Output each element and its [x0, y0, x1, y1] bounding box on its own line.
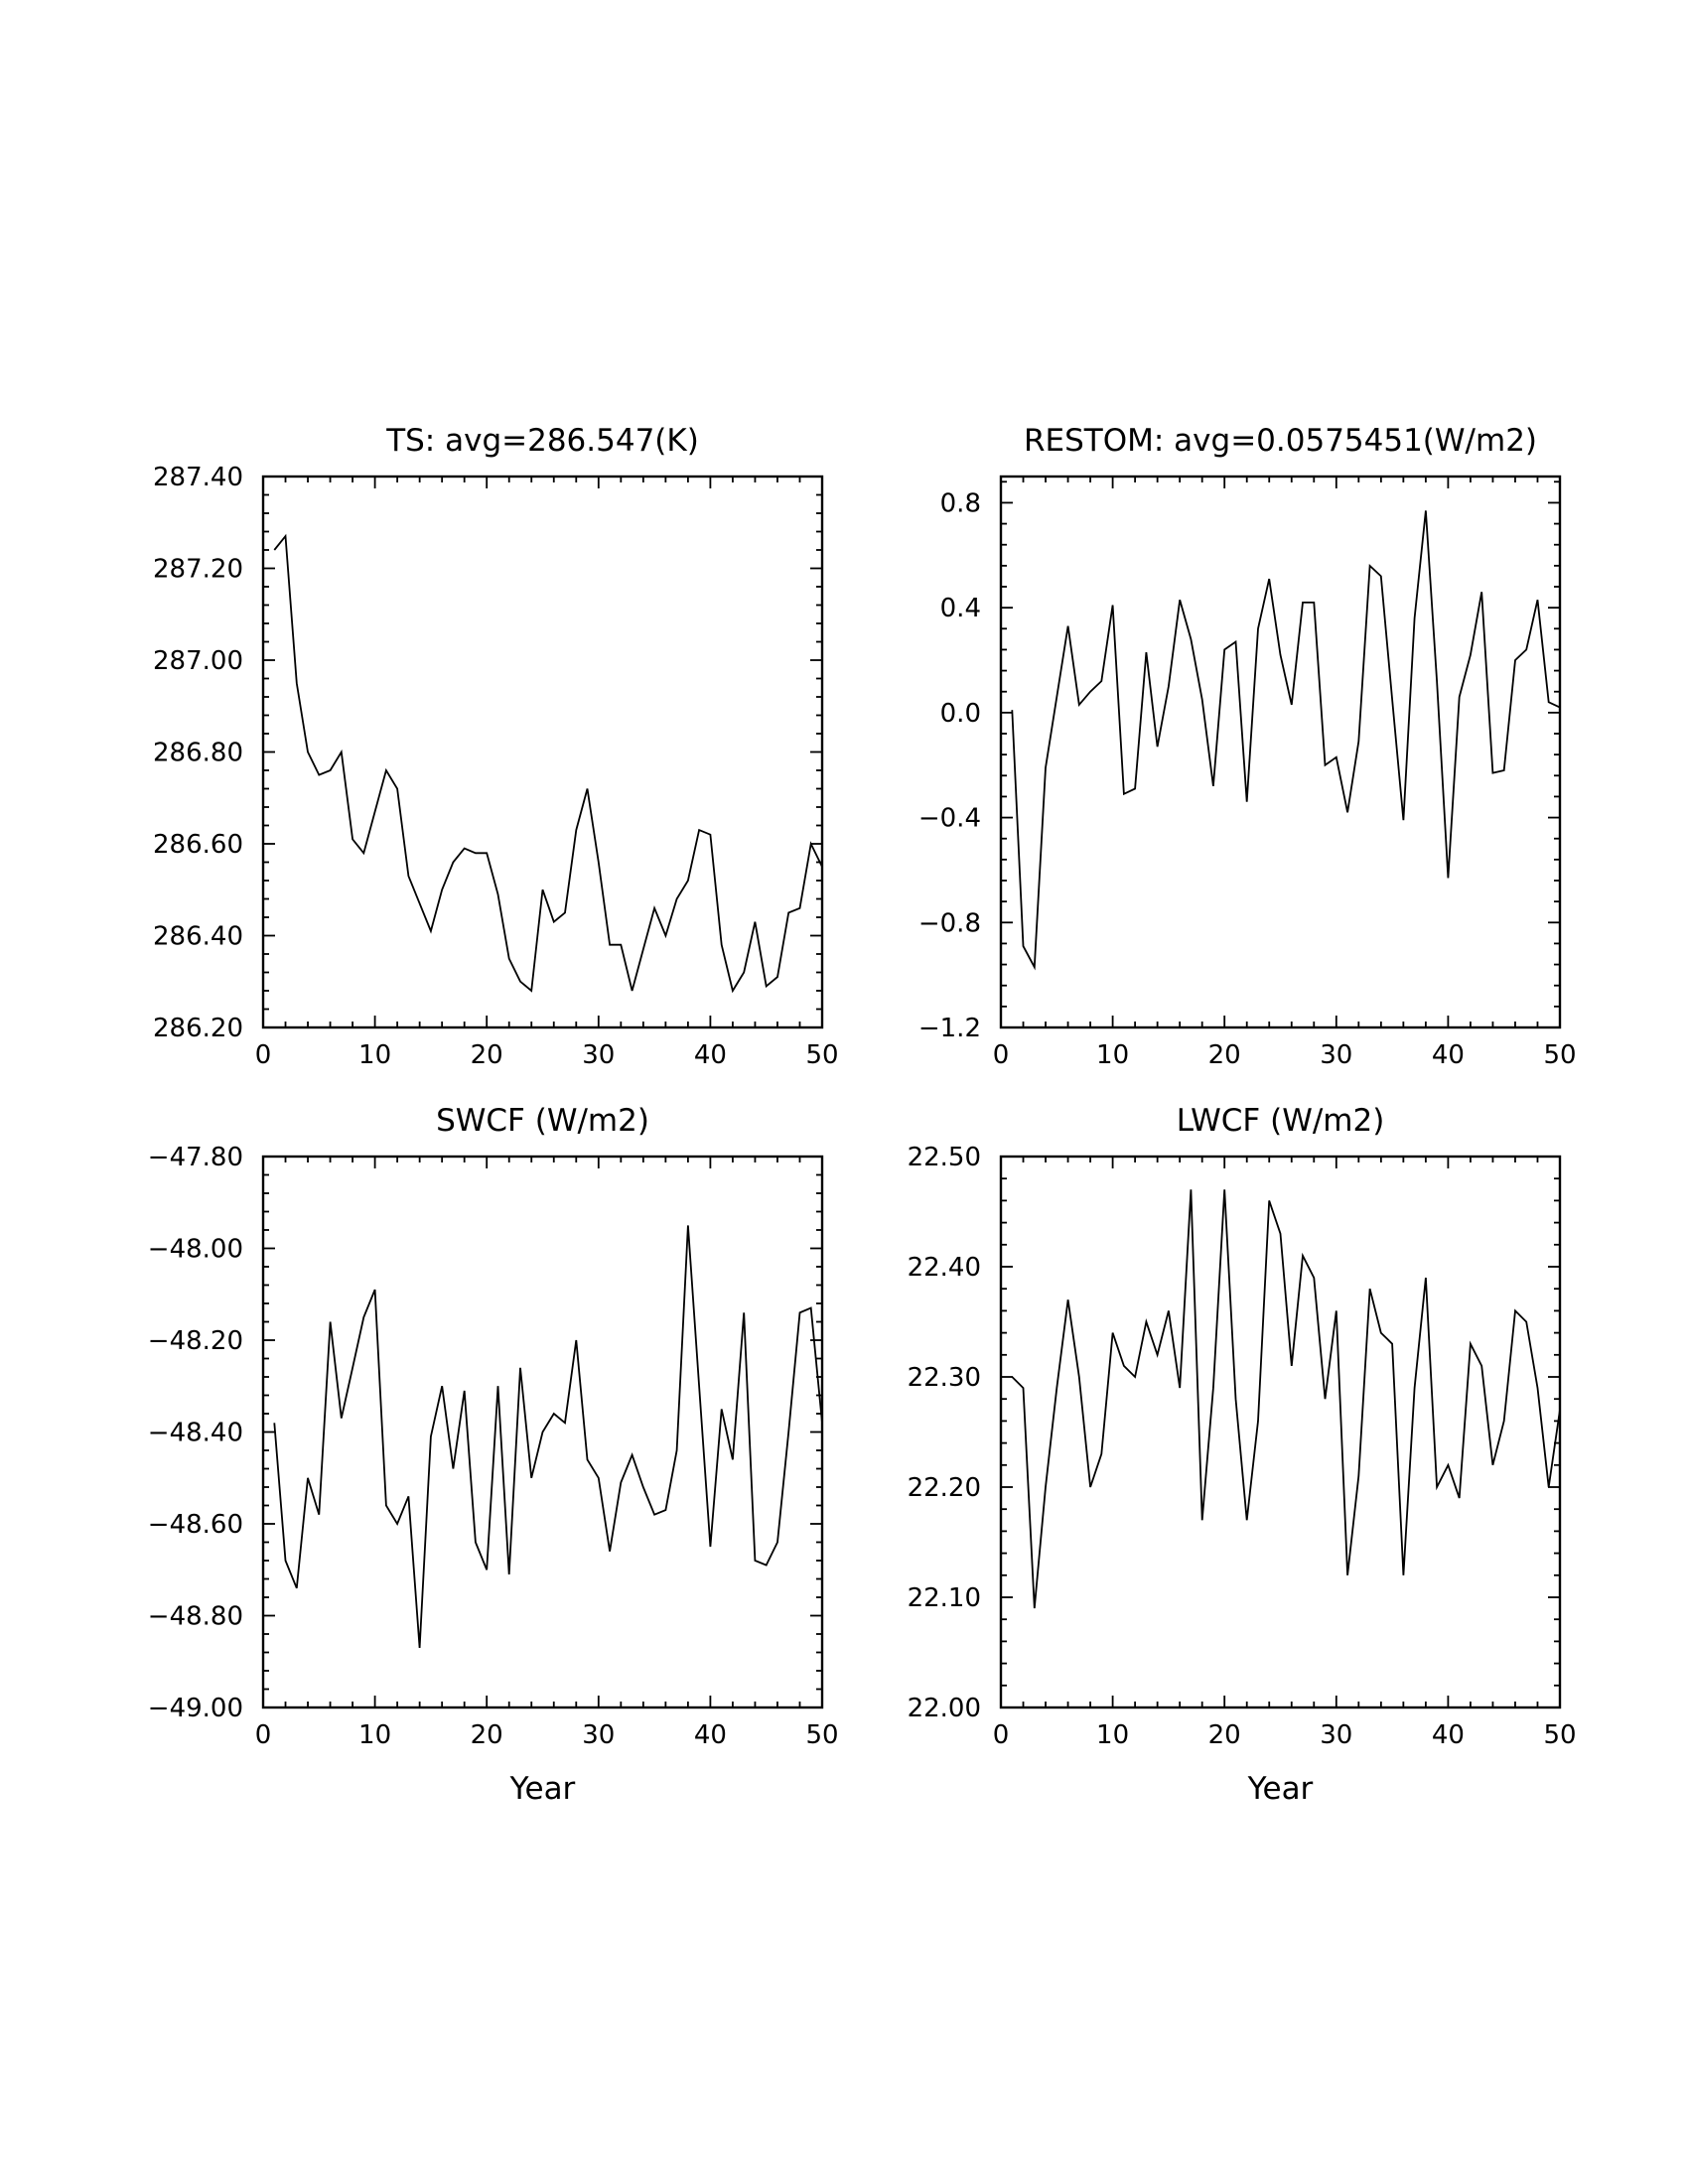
x-tick-label: 20 — [471, 1720, 503, 1750]
y-tick-label: −1.2 — [918, 1014, 981, 1043]
x-axis-label: Year — [509, 1771, 576, 1807]
y-tick-label: 22.10 — [908, 1583, 981, 1613]
x-tick-label: 30 — [582, 1720, 615, 1750]
x-tick-label: 40 — [1432, 1720, 1465, 1750]
x-tick-label: 40 — [694, 1720, 727, 1750]
y-tick-label: −48.40 — [148, 1419, 243, 1448]
x-tick-label: 30 — [1320, 1720, 1352, 1750]
series-line — [273, 1225, 823, 1648]
x-tick-label: 20 — [1208, 1040, 1241, 1070]
y-tick-label: 286.20 — [153, 1014, 243, 1043]
y-tick-label: 0.0 — [940, 699, 981, 729]
x-tick-label: 50 — [805, 1040, 838, 1070]
y-tick-label: −48.20 — [148, 1326, 243, 1356]
chart-panel-lwcf: 0 10 20 30 40 50 22.00 22.10 22.20 22.30 22.40 22.5… — [908, 1103, 1577, 1807]
y-tick-label: 22.50 — [908, 1143, 981, 1172]
y-tick-label: −47.80 — [148, 1143, 243, 1172]
y-tick-label: 22.00 — [908, 1694, 981, 1723]
x-tick-label: 30 — [582, 1040, 615, 1070]
y-tick-label: 22.40 — [908, 1253, 981, 1283]
y-tick-label: 22.30 — [908, 1363, 981, 1393]
y-tick-label: 0.8 — [940, 488, 981, 518]
x-tick-label: 50 — [805, 1720, 838, 1750]
x-tick-label: 0 — [255, 1040, 272, 1070]
x-tick-label: 0 — [993, 1040, 1010, 1070]
y-tick-label: −48.60 — [148, 1510, 243, 1540]
series-line — [1011, 510, 1561, 971]
x-tick-label: 10 — [1096, 1720, 1129, 1750]
x-tick-label: 40 — [694, 1040, 727, 1070]
x-tick-label: 50 — [1543, 1720, 1576, 1750]
y-tick-label: −0.4 — [918, 804, 981, 834]
y-tick-label: 0.4 — [940, 594, 981, 623]
x-tick-label: 20 — [1208, 1720, 1241, 1750]
x-axis-label: Year — [1247, 1771, 1314, 1807]
y-tick-label: −48.80 — [148, 1602, 243, 1632]
y-tick-label: 287.00 — [153, 646, 243, 676]
plot-frame — [999, 475, 1562, 1029]
y-tick-label: −48.00 — [148, 1235, 243, 1265]
y-tick-label: 287.20 — [153, 555, 243, 585]
x-tick-label: 0 — [255, 1720, 272, 1750]
chart-title: LWCF (W/m2) — [1177, 1103, 1385, 1139]
x-tick-label: 0 — [993, 1720, 1010, 1750]
y-tick-label: −0.8 — [918, 908, 981, 938]
y-tick-label: 286.80 — [153, 739, 243, 768]
x-tick-label: 20 — [471, 1040, 503, 1070]
x-tick-label: 50 — [1543, 1040, 1576, 1070]
chart-panel-restom: 0 10 20 30 40 50 −1.2 −0.8 −0.4 0.0 0.4 0.8 RESTOM: … — [918, 423, 1577, 1070]
y-tick-label: 286.60 — [153, 830, 243, 860]
x-tick-label: 10 — [358, 1720, 391, 1750]
y-tick-label: 22.20 — [908, 1473, 981, 1503]
series-line — [273, 533, 823, 994]
y-tick-label: 287.40 — [153, 463, 243, 492]
chart-title: TS: avg=286.547(K) — [385, 423, 699, 459]
plot-frame — [999, 1155, 1562, 1709]
series-line — [1011, 1189, 1561, 1609]
chart-panel-ts: 0 10 20 30 40 50 286.20 286.40 286.60 286.80 287.0… — [153, 423, 839, 1070]
x-tick-label: 10 — [1096, 1040, 1129, 1070]
x-tick-label: 30 — [1320, 1040, 1352, 1070]
chart-panel-swcf: 0 10 20 30 40 50 −49.00 −48.80 −48.60 −48.40 −48.2… — [148, 1103, 839, 1807]
x-tick-label: 40 — [1432, 1040, 1465, 1070]
chart-title: RESTOM: avg=0.0575451(W/m2) — [1024, 423, 1537, 459]
y-tick-label: 286.40 — [153, 922, 243, 952]
x-tick-label: 10 — [358, 1040, 391, 1070]
chart-title: SWCF (W/m2) — [436, 1103, 649, 1139]
y-tick-label: −49.00 — [148, 1694, 243, 1723]
